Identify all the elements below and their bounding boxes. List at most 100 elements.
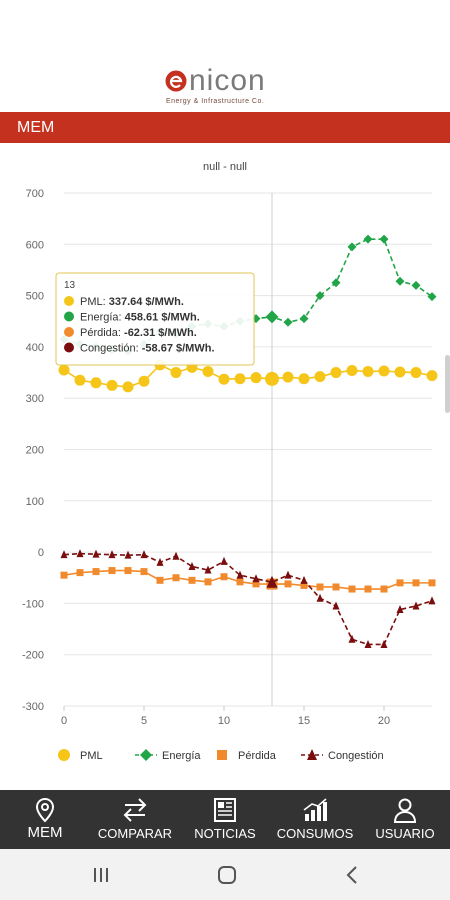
data-point[interactable] <box>347 242 357 252</box>
data-point[interactable] <box>74 374 86 386</box>
edge-panel-handle[interactable] <box>445 355 450 413</box>
data-point[interactable] <box>140 568 148 576</box>
data-point[interactable] <box>396 605 404 614</box>
nav-noticias[interactable]: NOTICIAS <box>180 790 270 849</box>
data-point[interactable] <box>427 292 437 302</box>
data-point[interactable] <box>156 576 164 584</box>
data-point[interactable] <box>282 371 294 383</box>
data-point[interactable] <box>284 580 292 588</box>
data-point[interactable] <box>265 310 279 324</box>
data-point[interactable] <box>124 550 132 559</box>
data-point[interactable] <box>188 561 196 570</box>
legend-marker[interactable] <box>217 750 227 760</box>
data-point[interactable] <box>396 579 404 587</box>
home-icon[interactable] <box>215 864 239 886</box>
data-point[interactable] <box>379 234 389 244</box>
data-point[interactable] <box>332 583 340 591</box>
data-point[interactable] <box>170 367 182 379</box>
data-point[interactable] <box>378 365 390 377</box>
legend-label[interactable]: Energía <box>162 750 201 762</box>
data-point[interactable] <box>362 366 374 378</box>
data-point[interactable] <box>108 567 116 575</box>
data-point[interactable] <box>284 570 292 579</box>
price-chart[interactable]: null - null7006005004003002001000-100-20… <box>0 143 450 790</box>
data-point[interactable] <box>364 639 372 648</box>
data-point[interactable] <box>204 578 212 586</box>
data-point[interactable] <box>410 367 422 379</box>
data-point[interactable] <box>380 585 388 593</box>
data-point[interactable] <box>298 373 310 385</box>
data-point[interactable] <box>172 551 180 560</box>
recents-icon[interactable] <box>89 864 113 886</box>
nav-usuario[interactable]: USUARIO <box>360 790 450 849</box>
legend-marker[interactable] <box>307 749 317 760</box>
data-point[interactable] <box>266 575 278 588</box>
data-point[interactable] <box>236 578 244 586</box>
data-point[interactable] <box>250 372 262 384</box>
legend-label[interactable]: Pérdida <box>238 750 277 762</box>
data-point[interactable] <box>204 565 212 574</box>
nav-mem[interactable]: MEM <box>0 790 90 849</box>
data-point[interactable] <box>314 371 326 383</box>
data-point[interactable] <box>412 601 420 610</box>
data-point[interactable] <box>188 576 196 584</box>
data-point[interactable] <box>364 585 372 593</box>
data-point[interactable] <box>428 579 436 587</box>
data-point[interactable] <box>380 639 388 648</box>
data-point[interactable] <box>331 278 341 288</box>
data-point[interactable] <box>315 291 325 301</box>
data-point[interactable] <box>220 573 228 581</box>
data-point[interactable] <box>252 574 260 583</box>
data-point[interactable] <box>265 371 279 386</box>
data-point[interactable] <box>348 585 356 593</box>
data-point[interactable] <box>412 579 420 587</box>
data-point[interactable] <box>124 567 132 575</box>
data-point[interactable] <box>92 549 100 558</box>
data-point[interactable] <box>300 581 308 589</box>
data-point[interactable] <box>138 375 150 387</box>
data-point[interactable] <box>394 366 406 378</box>
data-point[interactable] <box>76 549 84 558</box>
data-point[interactable] <box>122 381 134 393</box>
data-point[interactable] <box>300 575 308 584</box>
data-point[interactable] <box>234 373 246 385</box>
data-point[interactable] <box>140 550 148 559</box>
data-point[interactable] <box>60 571 68 579</box>
chart-tooltip <box>55 272 255 366</box>
data-point[interactable] <box>426 370 438 382</box>
data-point[interactable] <box>220 556 228 565</box>
data-point[interactable] <box>76 569 84 577</box>
data-point[interactable] <box>60 550 68 559</box>
data-point[interactable] <box>346 364 358 376</box>
legend-marker[interactable] <box>58 749 70 761</box>
data-point[interactable] <box>172 574 180 582</box>
data-point[interactable] <box>58 364 70 376</box>
data-point[interactable] <box>108 550 116 559</box>
data-point[interactable] <box>428 596 436 605</box>
data-point[interactable] <box>92 568 100 576</box>
data-point[interactable] <box>299 314 309 324</box>
legend-label[interactable]: Congestión <box>328 750 384 762</box>
data-point[interactable] <box>90 377 102 389</box>
data-point[interactable] <box>218 373 230 385</box>
data-point[interactable] <box>202 366 214 378</box>
nav-comparar[interactable]: COMPARAR <box>90 790 180 849</box>
data-point[interactable] <box>332 601 340 610</box>
data-point[interactable] <box>156 557 164 566</box>
data-point[interactable] <box>363 234 373 244</box>
legend-label[interactable]: PML <box>80 750 103 762</box>
data-point[interactable] <box>252 580 260 588</box>
data-point[interactable] <box>316 583 324 591</box>
data-point[interactable] <box>283 317 293 327</box>
data-point[interactable] <box>236 570 244 579</box>
data-point[interactable] <box>411 280 421 290</box>
data-point[interactable] <box>316 593 324 602</box>
data-point[interactable] <box>395 276 405 286</box>
back-icon[interactable] <box>341 864 365 886</box>
nav-consumos[interactable]: CONSUMOS <box>270 790 360 849</box>
data-point[interactable] <box>348 634 356 643</box>
legend-marker[interactable] <box>140 749 152 761</box>
chart-container[interactable]: null - null 700 600 500 400 300 200 100 0 -100 -20… <box>0 143 450 790</box>
data-point[interactable] <box>330 367 342 379</box>
data-point[interactable] <box>106 379 118 391</box>
